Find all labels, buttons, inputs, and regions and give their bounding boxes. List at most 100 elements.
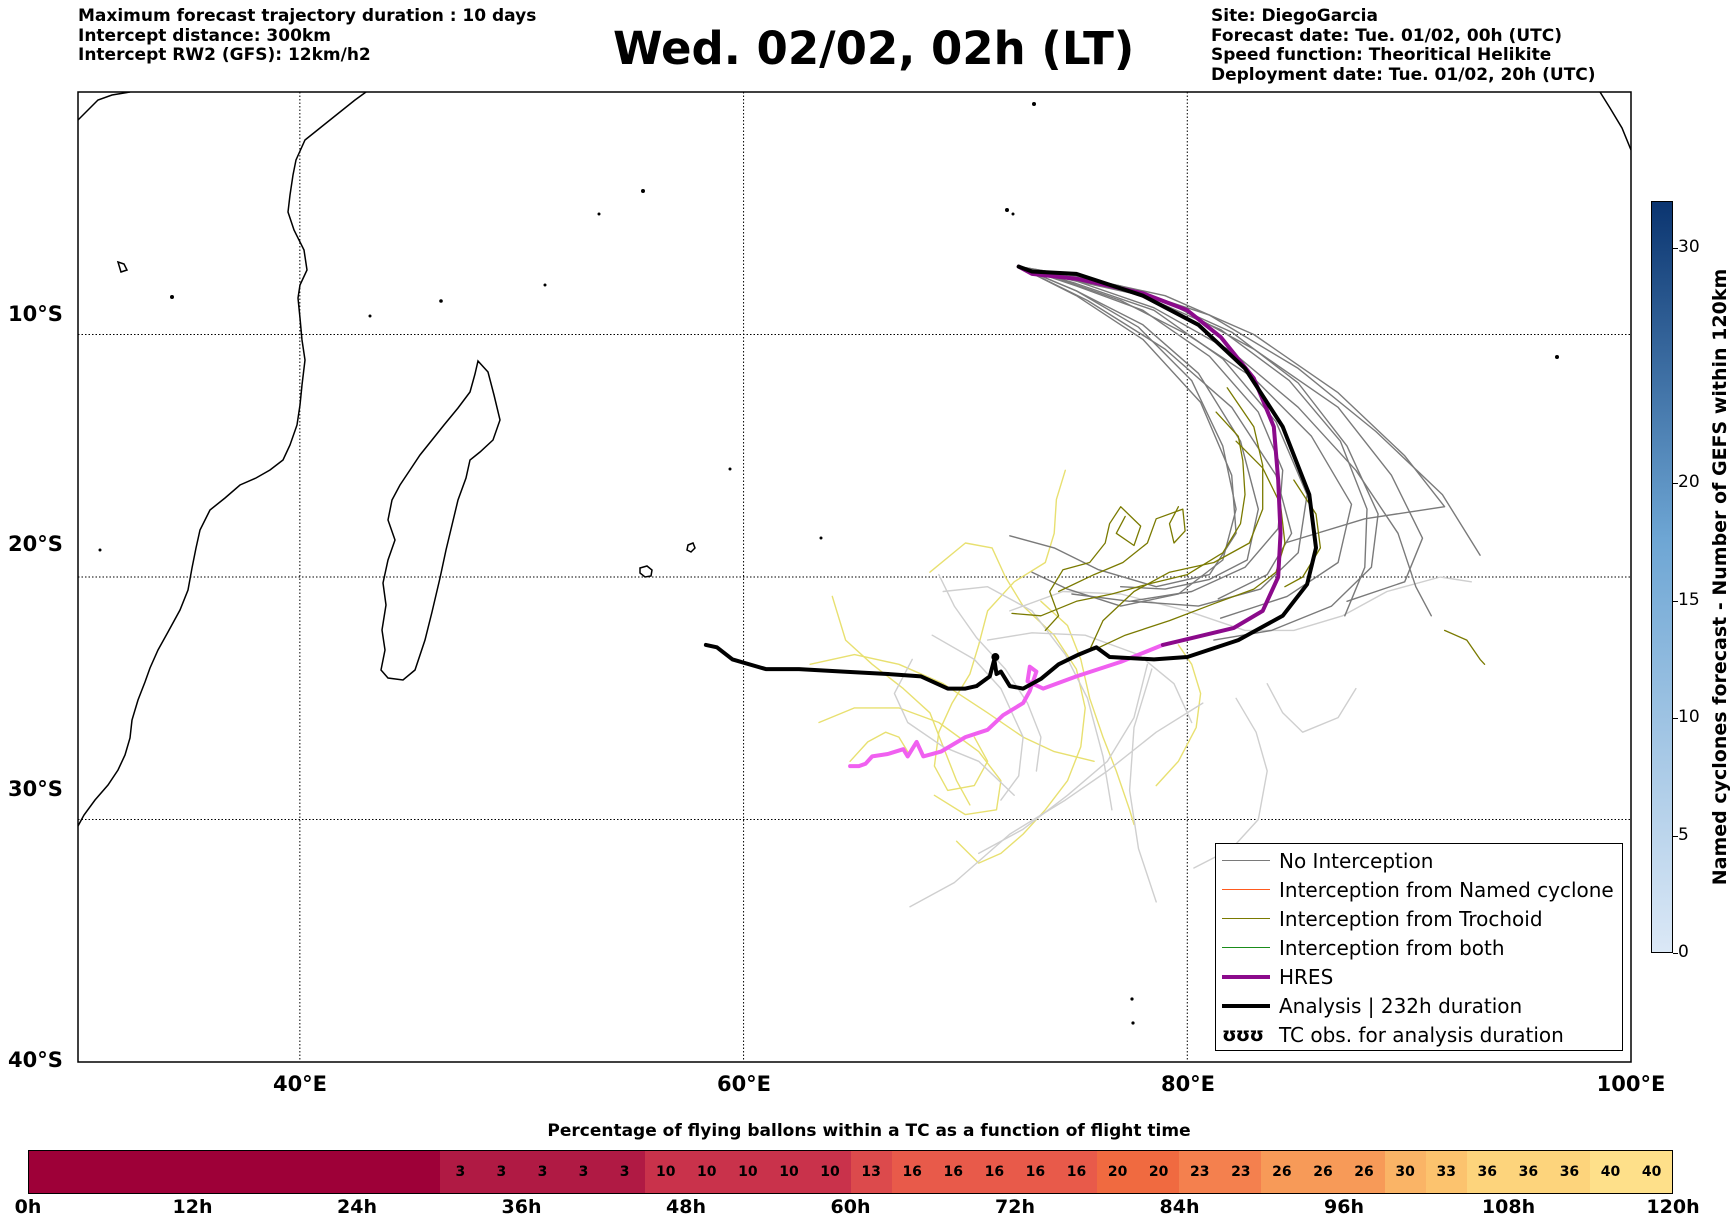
trochoid-light-track [933, 469, 1067, 792]
forecast-date-text: Forecast date: Tue. 01/02, 00h (UTC) [1211, 25, 1562, 46]
tc-obs-track [848, 642, 1165, 769]
trochoid-light-track [818, 707, 1002, 816]
no-interception-light-track [938, 573, 1042, 772]
cyclone-colorbar [1651, 201, 1673, 953]
island-mark [1131, 1021, 1135, 1025]
trochoid-light-track [1040, 600, 1135, 826]
trochoid-track [1011, 411, 1246, 617]
lat-tick-label: 40°S [8, 1048, 63, 1072]
graticule [78, 92, 1631, 1062]
lat-tick-label: 10°S [8, 302, 63, 326]
island-mark [819, 536, 823, 540]
site-text: Site: DiegoGarcia [1211, 6, 1378, 26]
pct-bar-tick-label: 48h [666, 1196, 706, 1218]
island-mark [1005, 208, 1009, 212]
colorbar-tick-mark [1673, 248, 1678, 249]
colorbar-tick-label: 5 [1678, 824, 1689, 845]
analysis-marker [991, 653, 1000, 662]
trochoid-track [1057, 506, 1186, 593]
pct-bar-cell: 3 [480, 1151, 522, 1193]
legend-swatch [1222, 860, 1270, 861]
island-mark [170, 295, 174, 299]
lat-tick-label: 30°S [8, 777, 63, 801]
no-interception-light-track [1266, 683, 1357, 733]
pct-bar-cell [152, 1151, 194, 1193]
pct-bar-cell: 36 [1466, 1151, 1508, 1193]
africa-coastline [78, 92, 367, 827]
no-interception-track [1018, 265, 1293, 600]
pct-bar-tick-label: 60h [830, 1196, 871, 1218]
no-interception-light-track [942, 586, 1113, 811]
map-frame [77, 91, 1632, 1063]
colorbar-tick-label: 20 [1678, 472, 1700, 492]
madagascar-coastline [380, 359, 501, 681]
no-interception-light-track [986, 632, 1193, 724]
legend-item-both: Interception from both [1222, 933, 1505, 962]
pct-bar-cell: 40 [1631, 1151, 1673, 1193]
tc-symbol-icon: ʊʊʊ [1222, 1023, 1264, 1046]
legend-item-analysis: Analysis | 232h duration [1222, 991, 1522, 1020]
legend-swatch [1222, 947, 1270, 948]
no-interception-track [1018, 265, 1368, 617]
lat-tick-label: 20°S [8, 532, 63, 556]
lon-tick-label: 100°E [1596, 1072, 1666, 1096]
pct-bar-cell: 10 [809, 1151, 851, 1193]
legend-item-no-interception: No Interception [1222, 846, 1433, 875]
no-interception-track [1009, 265, 1237, 588]
trochoid-light-track [929, 542, 1086, 864]
no-interception-track [1018, 265, 1260, 590]
pct-bar-tick-label: 120h [1646, 1196, 1700, 1218]
pct-bar-tick-label: 72h [995, 1196, 1035, 1218]
legend-swatch [1222, 1003, 1270, 1008]
island-mark [543, 283, 547, 287]
coastlines [78, 92, 1631, 827]
comoros-coastline [116, 260, 129, 273]
island-mark [1130, 997, 1134, 1001]
legend-item-named-cyclone: Interception from Named cyclone [1222, 875, 1614, 904]
legend-swatch [1222, 889, 1270, 890]
trochoid-track [1044, 506, 1142, 632]
pct-bar-cell [70, 1151, 112, 1193]
pct-bar-cell: 10 [686, 1151, 728, 1193]
colorbar-tick-label: 10 [1678, 707, 1700, 727]
colorbar-tick-mark [1673, 718, 1678, 719]
pct-bar-cell [357, 1151, 399, 1193]
trochoid-track [1443, 629, 1486, 665]
pct-bar-cell: 3 [604, 1151, 646, 1193]
pct-bar-cell: 30 [1384, 1151, 1426, 1193]
island-mark [1555, 355, 1559, 359]
pct-bar-tick-label: 24h [337, 1196, 377, 1218]
island-mark [728, 467, 732, 471]
island-dots [98, 102, 1559, 1025]
speed-function-text: Speed function: Theoritical Helikite [1211, 45, 1552, 65]
colorbar-tick-mark [1673, 483, 1678, 484]
pct-bar-cell: 23 [1179, 1151, 1221, 1193]
pct-bar-tick-label: 36h [501, 1196, 542, 1218]
pct-bar-title: Percentage of flying ballons within a TC… [547, 1121, 1191, 1141]
pct-bar-cell [398, 1151, 440, 1193]
island-mark [1032, 102, 1036, 106]
legend-label: Interception from Trochoid [1279, 906, 1543, 931]
header-info-right: Site: DiegoGarcia Forecast date: Tue. 01… [1211, 6, 1596, 85]
colorbar-tick-mark [1673, 953, 1678, 954]
india-coastline [1599, 92, 1631, 151]
no-interception-light-track [978, 663, 1149, 855]
pct-bar-cell: 36 [1548, 1151, 1590, 1193]
legend-label: No Interception [1279, 848, 1434, 873]
pct-bar-cell: 3 [439, 1151, 481, 1193]
pct-bar-cell: 3 [521, 1151, 564, 1193]
pct-bar-cell: 20 [1097, 1151, 1139, 1193]
no-interception-light-track [893, 658, 1015, 796]
no-interception-track [1018, 265, 1284, 602]
pct-bar-cell [29, 1151, 71, 1193]
no-interception-track [1018, 265, 1353, 619]
colorbar-tick-mark [1673, 835, 1678, 837]
pct-bar-cell [316, 1151, 358, 1193]
lon-tick-label: 80°E [1160, 1072, 1216, 1096]
lon-tick-label: 60°E [716, 1072, 772, 1096]
trochoid-track [1089, 387, 1264, 651]
colorbar-tick-label: 0 [1678, 942, 1689, 962]
no-interception-light-track [909, 702, 1204, 908]
pct-bar-cell: 23 [1220, 1151, 1262, 1193]
colorbar-label: Named cyclones forecast - Number of GEFS… [1709, 268, 1731, 886]
